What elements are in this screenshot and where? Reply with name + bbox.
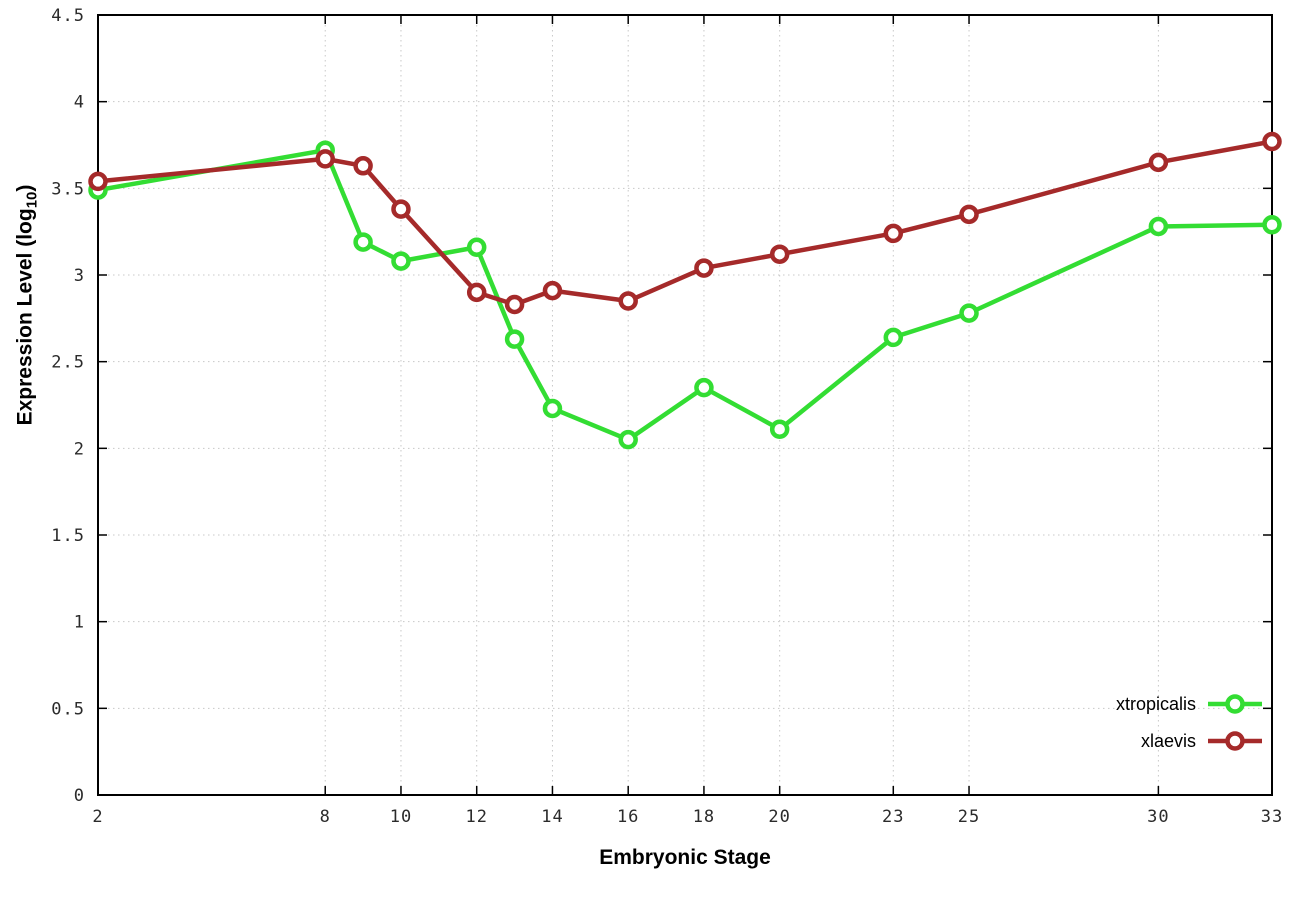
data-point-xtropicalis — [391, 251, 411, 271]
x-tick-label: 2 — [92, 807, 103, 827]
grid-lines — [97, 14, 1273, 796]
data-point-xlaevis — [618, 291, 638, 311]
data-point-xlaevis — [504, 294, 525, 315]
data-point-xtropicalis — [353, 232, 373, 252]
data-point-xlaevis — [1262, 131, 1282, 152]
data-point-xlaevis — [466, 282, 487, 303]
series-xlaevis — [88, 131, 1282, 315]
data-point-xlaevis — [315, 149, 335, 169]
x-tick-label: 30 — [1147, 807, 1169, 827]
legend-sample-marker-xtropicalis — [1225, 694, 1245, 714]
y-tick-label: 3 — [74, 266, 85, 286]
data-point-xtropicalis — [618, 429, 638, 450]
y-tick-label: 4.5 — [51, 6, 85, 26]
data-point-xtropicalis — [542, 398, 563, 419]
y-axis-title-subscript: 10 — [23, 191, 41, 209]
y-tick-label: 2 — [74, 439, 85, 459]
data-point-xlaevis — [883, 223, 904, 244]
y-axis-title-text: Expression Level (log — [13, 208, 37, 426]
series-xtropicalis — [88, 140, 1282, 450]
data-point-xtropicalis — [1262, 214, 1282, 235]
x-tick-label: 12 — [465, 807, 487, 827]
data-point-xtropicalis — [1148, 216, 1169, 237]
data-point-xtropicalis — [694, 377, 714, 398]
x-tick-label: 33 — [1261, 807, 1283, 827]
data-point-xlaevis — [694, 258, 714, 278]
data-point-xtropicalis — [466, 237, 487, 258]
series-line-xtropicalis — [95, 147, 1275, 442]
data-point-xlaevis — [353, 156, 373, 176]
data-point-xtropicalis — [883, 327, 904, 348]
legend-label-xtropicalis: xtropicalis — [1116, 694, 1196, 714]
data-point-xtropicalis — [504, 329, 525, 349]
chart-legend: xtropicalis xlaevis — [1116, 694, 1262, 751]
x-tick-label: 16 — [617, 807, 639, 827]
data-point-xlaevis — [959, 204, 979, 225]
x-tick-label: 18 — [693, 807, 715, 827]
x-tick-labels: 2 8 10 12 14 16 18 20 23 25 30 33 — [92, 807, 1283, 827]
axis-tick-marks — [97, 14, 1273, 796]
y-tick-label: 2.5 — [51, 353, 85, 373]
plot-border — [97, 14, 1273, 796]
x-tick-label: 23 — [882, 807, 904, 827]
data-point-xlaevis — [769, 244, 790, 264]
y-axis-title: Expression Level (log10) — [13, 185, 40, 426]
y-tick-label: 0 — [74, 786, 85, 806]
x-tick-label: 8 — [320, 807, 331, 827]
series-line-xlaevis — [95, 139, 1275, 307]
data-point-xlaevis — [542, 280, 563, 301]
y-tick-label: 1 — [74, 613, 85, 633]
data-point-xlaevis — [1148, 152, 1169, 173]
x-tick-label: 25 — [958, 807, 980, 827]
data-point-xlaevis — [391, 199, 411, 219]
y-axis-title-suffix: ) — [13, 184, 37, 192]
data-point-xlaevis — [88, 171, 108, 192]
y-tick-label: 0.5 — [51, 699, 85, 719]
x-tick-label: 20 — [768, 807, 790, 827]
legend-sample-marker-xlaevis — [1225, 731, 1245, 751]
x-tick-label: 10 — [390, 807, 412, 827]
x-tick-label: 14 — [541, 807, 563, 827]
y-tick-label: 1.5 — [51, 526, 85, 546]
data-point-xtropicalis — [769, 419, 790, 440]
y-tick-label: 4 — [74, 93, 85, 113]
y-tick-label: 3.5 — [51, 179, 85, 199]
x-axis-title: Embryonic Stage — [599, 846, 771, 869]
legend-label-xlaevis: xlaevis — [1141, 731, 1196, 751]
data-point-xtropicalis — [959, 303, 979, 323]
y-tick-labels: 0 0.5 1 1.5 2 2.5 3 3.5 4 4.5 — [51, 6, 85, 806]
